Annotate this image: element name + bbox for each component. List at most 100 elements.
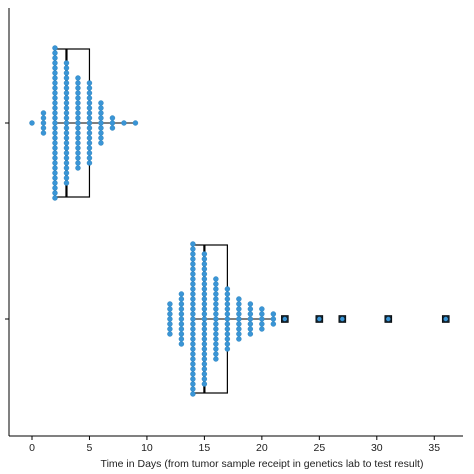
upper-dot <box>52 150 58 156</box>
x-ticks: 0 5 10 15 20 25 30 35 <box>29 436 440 454</box>
lower-dot <box>213 351 219 357</box>
upper-dot <box>52 155 58 161</box>
lower-dot <box>201 271 208 277</box>
lower-dot <box>236 331 242 337</box>
lower-dot <box>178 341 185 347</box>
upper-dot <box>86 155 93 161</box>
lower-dot <box>201 336 208 342</box>
upper-dot <box>75 85 81 91</box>
upper-dot <box>86 160 93 166</box>
lower-dot <box>259 321 265 327</box>
upper-dot <box>63 100 70 106</box>
lower-dot <box>224 341 231 347</box>
lower-dot <box>178 321 185 327</box>
lower-dot <box>190 291 196 297</box>
upper-dot <box>63 125 70 131</box>
upper-dot <box>63 95 70 101</box>
lower-dot <box>247 316 254 322</box>
upper-dot <box>52 90 58 96</box>
lower-dot <box>213 296 219 302</box>
lower-dot <box>259 311 265 317</box>
upper-dot <box>52 135 58 141</box>
upper-dot <box>52 60 58 66</box>
lower-dot <box>178 336 185 342</box>
lower-dot <box>224 316 231 322</box>
upper-dot <box>63 90 70 96</box>
lower-dot <box>201 316 208 322</box>
upper-dot <box>75 135 81 141</box>
upper-dot <box>63 150 70 156</box>
upper-dot <box>75 140 81 146</box>
upper-dot <box>75 160 81 166</box>
upper-dot <box>52 145 58 151</box>
upper-dot <box>52 130 58 136</box>
upper-dot <box>86 110 93 116</box>
lower-dot <box>224 346 231 352</box>
upper-dot <box>52 190 58 196</box>
upper-dot <box>75 120 81 126</box>
lower-dot <box>236 321 242 327</box>
upper-dot <box>75 150 81 156</box>
upper-dot <box>86 135 93 141</box>
lower-dot <box>213 336 219 342</box>
lower-dot <box>190 351 196 357</box>
x-tick-label-30: 30 <box>371 442 383 454</box>
upper-dot <box>86 80 93 86</box>
upper-dot <box>29 120 35 126</box>
upper-dot <box>75 80 81 86</box>
lower-dot <box>190 301 196 307</box>
lower-dot <box>213 341 219 347</box>
upper-dot <box>86 150 93 156</box>
upper-dot <box>52 85 58 91</box>
upper-dot <box>52 120 58 126</box>
chart-axes <box>5 8 463 437</box>
lower-dot <box>224 326 231 332</box>
upper-dot <box>86 125 93 131</box>
upper-dot <box>52 180 58 186</box>
upper-dot <box>52 160 58 166</box>
lower-dot <box>224 321 231 327</box>
lower-dot <box>224 311 231 317</box>
lower-dot <box>213 306 219 312</box>
upper-dot <box>98 115 104 121</box>
lower-dot <box>270 321 277 327</box>
upper-dot <box>52 110 58 116</box>
lower-dot <box>236 311 242 317</box>
lower-dot <box>190 286 196 292</box>
lower-dot <box>178 306 185 312</box>
lower-dot <box>259 316 265 322</box>
lower-dot <box>213 291 219 297</box>
lower-dot <box>213 301 219 307</box>
upper-dot <box>63 165 70 171</box>
upper-dot <box>86 95 93 101</box>
lower-dot <box>201 311 208 317</box>
upper-dot <box>98 125 104 131</box>
lower-dot <box>270 316 277 322</box>
lower-dot <box>224 336 231 342</box>
lower-dot <box>178 331 185 337</box>
lower-dot <box>167 301 173 307</box>
upper-dot <box>98 100 104 106</box>
lower-dot <box>190 281 196 287</box>
lower-dot <box>167 321 173 327</box>
lower-dot <box>224 296 231 302</box>
lower-dot <box>201 361 208 367</box>
x-tick-label-15: 15 <box>199 442 211 454</box>
upper-dot <box>52 100 58 106</box>
lower-dot <box>236 316 242 322</box>
lower-dot <box>190 331 196 337</box>
upper-dot <box>63 75 70 81</box>
upper-dot <box>63 170 70 176</box>
lower-dot <box>224 306 231 312</box>
upper-dot <box>52 170 58 176</box>
lower-dot <box>167 331 173 337</box>
upper-dot <box>86 85 93 91</box>
lower-dot <box>201 341 208 347</box>
upper-dot <box>52 175 58 181</box>
upper-dot <box>52 105 58 111</box>
lower-dot <box>190 346 196 352</box>
lower-dot <box>178 301 185 307</box>
upper-dot <box>86 140 93 146</box>
upper-dot <box>109 120 116 126</box>
upper-dot <box>52 65 58 71</box>
